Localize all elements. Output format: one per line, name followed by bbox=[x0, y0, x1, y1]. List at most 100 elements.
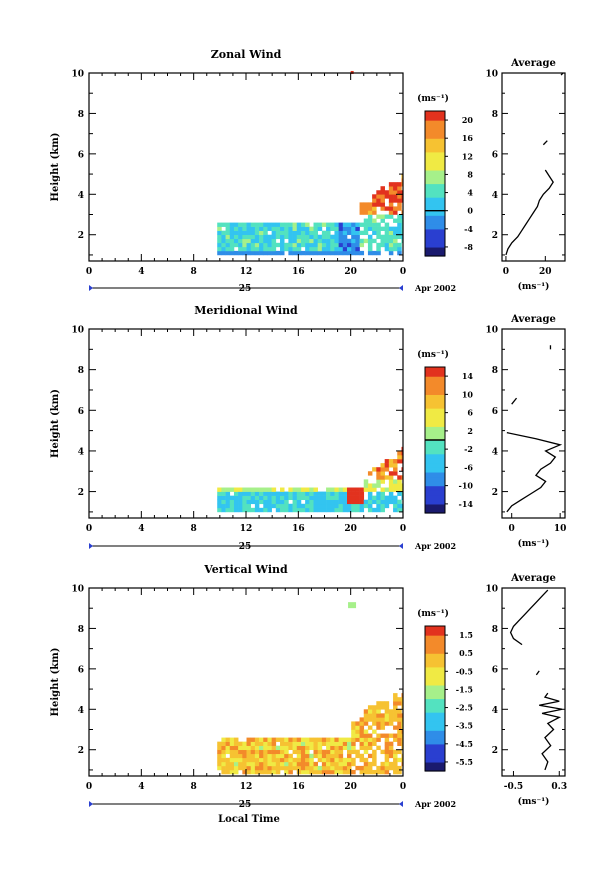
heatmap-cell bbox=[300, 238, 306, 244]
heatmap-cell bbox=[229, 749, 235, 755]
heatmap-cell bbox=[351, 238, 356, 244]
profile-x-label: (ms⁻¹) bbox=[518, 796, 550, 807]
heatmap-cell bbox=[263, 757, 268, 763]
heatmap-cell bbox=[326, 487, 331, 492]
heatmap-cell bbox=[238, 230, 243, 236]
heatmap-cell bbox=[376, 765, 381, 771]
heatmap-cell bbox=[347, 242, 352, 248]
heatmap-cell bbox=[401, 721, 404, 726]
heatmap-cell bbox=[330, 745, 335, 751]
colorbar-segment bbox=[425, 228, 445, 234]
heatmap-cell bbox=[393, 769, 398, 775]
heatmap-cell bbox=[367, 741, 373, 746]
heatmap-cell bbox=[393, 697, 398, 702]
heatmap-cell bbox=[401, 234, 404, 240]
heatmap-cell bbox=[393, 499, 398, 505]
colorbar-segment bbox=[425, 707, 445, 713]
heatmap-cell bbox=[380, 499, 385, 505]
heatmap-cell bbox=[217, 765, 222, 771]
heatmap-cell bbox=[284, 737, 289, 742]
heatmap-cell bbox=[397, 246, 402, 252]
heatmap-cell bbox=[380, 761, 385, 767]
heatmap-cell bbox=[296, 246, 302, 252]
heatmap-cell bbox=[380, 769, 385, 775]
heatmap-cell bbox=[317, 495, 323, 501]
heatmap-cell bbox=[388, 202, 394, 207]
heatmap-cell bbox=[363, 757, 369, 763]
heatmap-cell bbox=[388, 479, 394, 484]
heatmap-cell bbox=[401, 459, 404, 464]
heatmap-cell bbox=[309, 499, 314, 505]
colorbar-segment bbox=[425, 124, 445, 130]
heatmap-cell bbox=[296, 765, 302, 771]
heatmap-cell bbox=[388, 753, 394, 759]
heatmap-cell bbox=[330, 487, 335, 492]
heatmap-cell bbox=[326, 242, 331, 248]
heatmap-cell bbox=[351, 721, 356, 726]
average-profile: Average 2 4 6 8 10 0 20 (ms⁻¹) bbox=[485, 58, 566, 292]
heatmap-cell bbox=[401, 717, 404, 722]
heatmap-cell bbox=[292, 507, 298, 513]
heatmap-cell bbox=[288, 495, 293, 501]
heatmap-cell bbox=[388, 242, 394, 248]
heatmap-cell bbox=[217, 745, 222, 751]
heatmap-cell bbox=[397, 475, 402, 480]
heatmap-cell bbox=[347, 507, 352, 513]
heatmap-cell bbox=[305, 250, 310, 256]
colorbar-segment bbox=[425, 440, 445, 446]
heatmap-cell bbox=[271, 745, 277, 751]
heatmap-cell bbox=[338, 769, 344, 775]
heatmap-cell bbox=[242, 250, 247, 256]
heatmap-cell bbox=[292, 242, 298, 248]
heatmap-cell bbox=[317, 507, 323, 513]
heatmap-cell bbox=[334, 761, 339, 767]
heatmap-cell bbox=[363, 769, 369, 775]
heatmap-cell bbox=[317, 745, 323, 751]
heatmap-cell bbox=[313, 749, 318, 755]
heatmap-cell bbox=[217, 491, 222, 496]
heatmap-cell bbox=[280, 250, 285, 256]
colorbar-tick-label: -3.5 bbox=[456, 721, 473, 731]
heatmap-cell bbox=[271, 761, 277, 767]
heatmap-cell bbox=[309, 769, 314, 775]
date-axis-end-marker bbox=[399, 543, 403, 549]
colorbar-tick-label: -6 bbox=[464, 462, 473, 472]
heatmap-cell bbox=[376, 737, 381, 742]
heatmap-cell bbox=[229, 230, 235, 236]
heatmap-cell bbox=[355, 753, 360, 759]
heatmap-cell bbox=[317, 242, 323, 248]
heatmap-cell bbox=[334, 222, 339, 227]
heatmap-cell bbox=[393, 713, 398, 718]
heatmap-cell bbox=[372, 238, 377, 244]
heatmap-cell bbox=[367, 717, 373, 722]
x-tick-label: 16 bbox=[292, 267, 305, 277]
heatmap-cell bbox=[376, 198, 381, 203]
heatmap-cell bbox=[397, 234, 402, 240]
heatmap-cells bbox=[217, 446, 404, 513]
heatmap-cell bbox=[367, 226, 373, 231]
heatmap-cell bbox=[263, 765, 268, 771]
heatmap-cell bbox=[393, 705, 398, 710]
heatmap-cell bbox=[217, 503, 222, 509]
colorbar-tick-label: -8 bbox=[464, 242, 473, 252]
heatmap-cell bbox=[284, 745, 289, 751]
heatmap-cell bbox=[313, 491, 318, 496]
heatmap-cell bbox=[388, 717, 394, 722]
heatmap-cell bbox=[380, 765, 385, 771]
heatmap-cell bbox=[380, 487, 385, 492]
heatmap-cell bbox=[238, 745, 243, 751]
heatmap-cell bbox=[321, 242, 327, 248]
heatmap-cell bbox=[305, 737, 310, 742]
heatmap-cell bbox=[280, 491, 285, 496]
heatmap-cell bbox=[372, 705, 377, 710]
heatmap-cell bbox=[221, 246, 226, 252]
heatmap-cell bbox=[296, 238, 302, 244]
colorbar-segment bbox=[425, 192, 445, 198]
heatmap-cell bbox=[372, 769, 377, 775]
heatmap-cell bbox=[225, 765, 231, 771]
average-profile: Average 2 4 6 8 10 0 10 (ms⁻¹) bbox=[485, 314, 566, 549]
colorbar-segment bbox=[425, 485, 445, 491]
colorbar-segment bbox=[425, 242, 445, 248]
heatmap-cell bbox=[326, 222, 331, 227]
heatmap-cell bbox=[384, 745, 390, 751]
